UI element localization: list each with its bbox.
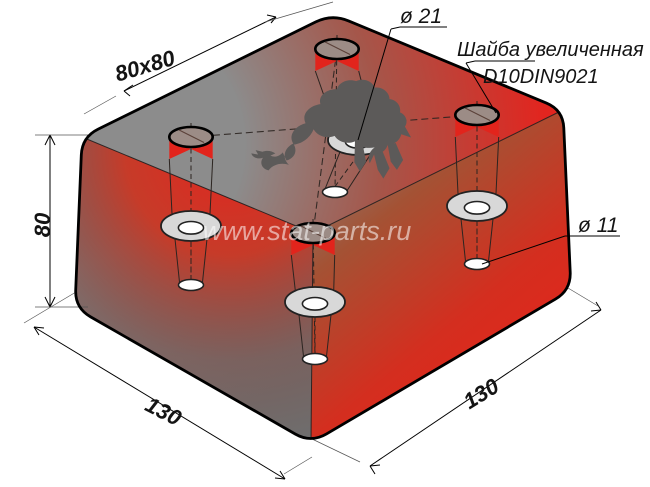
svg-text:Шайба увеличенная: Шайба увеличенная (457, 39, 644, 61)
svg-text:ø 11: ø 11 (578, 214, 618, 237)
svg-text:130: 130 (459, 373, 504, 414)
svg-text:ø 21: ø 21 (400, 5, 442, 28)
svg-text:130: 130 (141, 392, 186, 431)
svg-text:www.stat-parts.ru: www.stat-parts.ru (203, 216, 412, 246)
svg-text:80: 80 (30, 212, 55, 237)
svg-text:D10DIN9021: D10DIN9021 (483, 66, 599, 88)
